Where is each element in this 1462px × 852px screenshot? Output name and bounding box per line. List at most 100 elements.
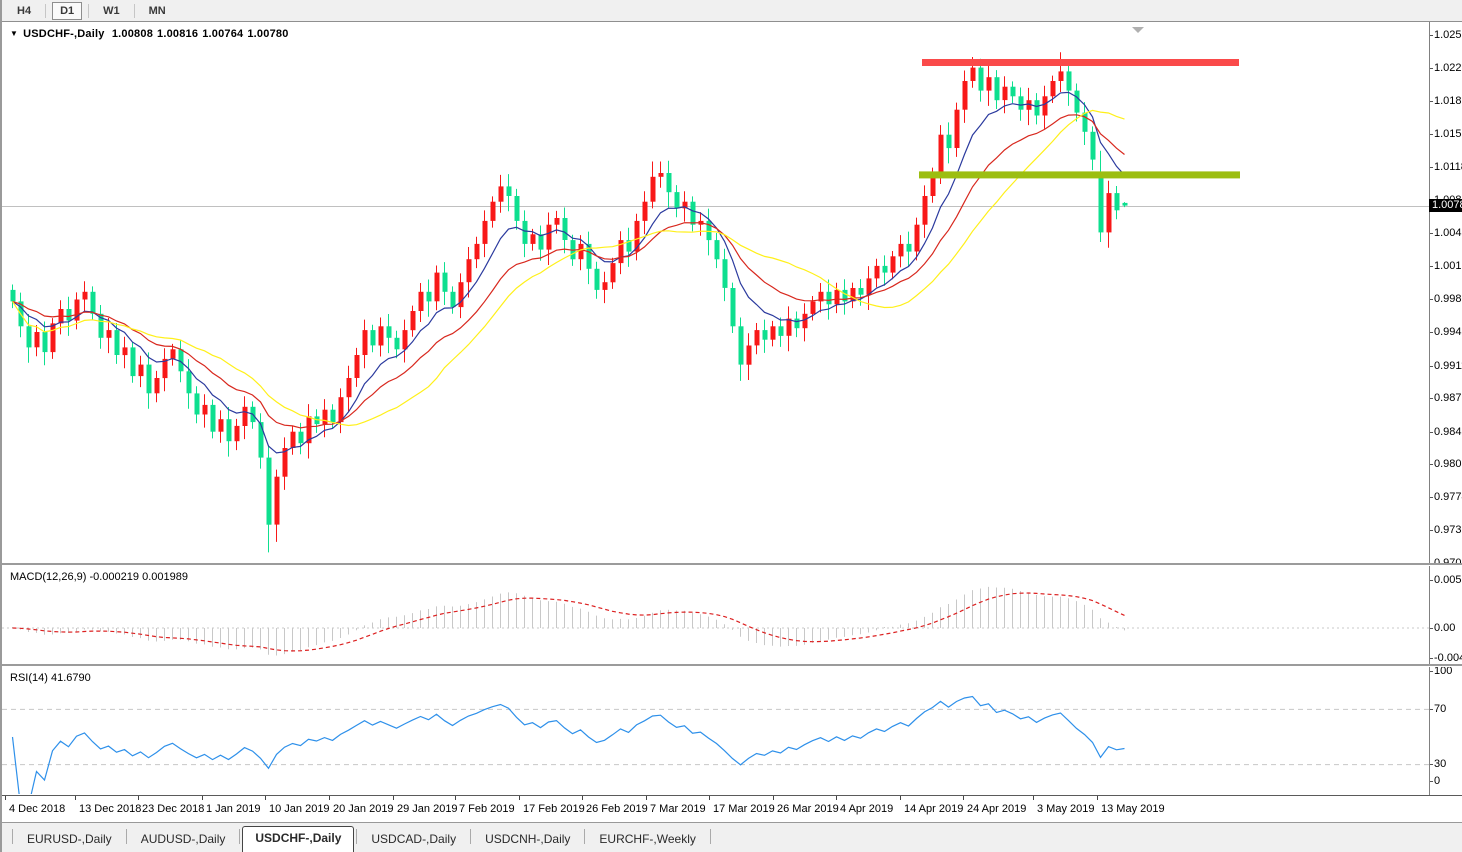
price-axis-label: 0.98080 <box>1434 458 1462 471</box>
time-axis-tick <box>836 796 837 800</box>
time-axis-label: 7 Mar 2019 <box>650 803 706 815</box>
price-axis-label: 0.97390 <box>1434 524 1462 537</box>
time-axis-tick <box>75 796 76 800</box>
price-axis-tick <box>1430 101 1433 103</box>
macd-axis-tick <box>1430 580 1433 581</box>
time-axis-label: 17 Mar 2019 <box>713 803 775 815</box>
price-chart-canvas[interactable] <box>2 24 1429 563</box>
timeframe-button-d1[interactable]: D1 <box>52 1 83 20</box>
price-axis-tick <box>1430 530 1433 532</box>
tab-separator <box>125 829 127 844</box>
price-axis-label: 0.98770 <box>1434 392 1462 405</box>
tab-audusd-daily[interactable]: AUDUSD-,Daily <box>140 832 226 846</box>
time-axis-tick <box>1097 796 1098 800</box>
price-axis-label: 1.01180 <box>1434 161 1462 174</box>
timeframe-button-h4[interactable]: H4 <box>17 4 32 17</box>
price-axis-label: 1.02220 <box>1434 61 1462 74</box>
price-axis-tick <box>1430 299 1433 301</box>
rsi-axis-label: 100 <box>1434 665 1453 677</box>
time-axis-tick <box>138 796 139 800</box>
time-axis-tick <box>455 796 456 800</box>
tab-usdcnh-daily[interactable]: USDCNH-,Daily <box>485 832 571 846</box>
rsi-axis-tick <box>1430 709 1433 710</box>
current-price-badge: 1.00780 <box>1429 199 1462 212</box>
time-axis-label: 29 Jan 2019 <box>397 803 458 815</box>
price-axis-tick <box>1430 332 1433 334</box>
price-axis-tick <box>1430 464 1433 466</box>
toolbar-separator <box>45 3 47 18</box>
time-axis-tick <box>709 796 710 800</box>
price-axis-tick <box>1430 398 1433 400</box>
price-axis-tick <box>1430 431 1433 433</box>
time-axis-tick <box>519 796 520 800</box>
panel-splitter[interactable] <box>2 563 1462 566</box>
time-axis-tick <box>202 796 203 800</box>
rsi-axis-label: 70 <box>1434 703 1447 715</box>
time-axis-label: 13 May 2019 <box>1101 803 1165 815</box>
price-axis-tick <box>1430 265 1433 267</box>
time-axis-label: 17 Feb 2019 <box>523 803 585 815</box>
macd-label: MACD(12,26,9) -0.000219 0.001989 <box>10 571 188 583</box>
tab-separator <box>470 829 472 844</box>
price-axis-tick <box>1430 496 1433 498</box>
time-axis-label: 7 Feb 2019 <box>459 803 515 815</box>
time-axis-label: 13 Dec 2018 <box>79 803 142 815</box>
time-axis-label: 26 Mar 2019 <box>777 803 839 815</box>
price-axis-label: 1.01530 <box>1434 127 1462 140</box>
rsi-panel-canvas[interactable] <box>2 667 1429 794</box>
macd-panel-canvas[interactable] <box>2 566 1429 662</box>
rsi-axis-tick <box>1430 764 1433 765</box>
price-axis-tick <box>1430 67 1433 69</box>
time-axis-label: 3 May 2019 <box>1037 803 1095 815</box>
tab-separator <box>12 829 13 844</box>
time-axis-tick <box>773 796 774 800</box>
chart-shift-marker[interactable] <box>1132 27 1144 33</box>
price-axis-label: 1.00490 <box>1434 227 1462 240</box>
time-axis-tick <box>393 796 394 800</box>
time-axis[interactable]: 4 Dec 2018 13 Dec 2018 23 Dec 2018 1 Jan 20… <box>2 795 1462 823</box>
panel-splitter[interactable] <box>2 664 1462 667</box>
price-axis-label: 1.01870 <box>1434 95 1462 108</box>
tab-separator <box>584 829 586 844</box>
timeframe-button-w1[interactable]: W1 <box>103 4 120 17</box>
price-axis-label: 0.99800 <box>1434 293 1462 306</box>
time-axis-label: 1 Jan 2019 <box>206 803 261 815</box>
time-axis-label: 23 Dec 2018 <box>142 803 205 815</box>
tab-eurchf-weekly[interactable]: EURCHF-,Weekly <box>599 832 696 846</box>
price-axis-tick <box>1430 35 1433 36</box>
time-axis-tick <box>646 796 647 800</box>
time-axis-label: 14 Apr 2019 <box>904 803 964 815</box>
time-axis-tick <box>963 796 964 800</box>
rsi-axis-label: 30 <box>1434 758 1447 770</box>
symbol-dropdown-arrow[interactable]: ▼ <box>10 29 19 38</box>
price-axis-divider <box>1429 22 1430 795</box>
price-axis-label: 0.97740 <box>1434 490 1462 503</box>
price-axis-tick <box>1430 233 1433 235</box>
price-axis-tick <box>1430 167 1433 169</box>
rsi-axis-tick <box>1430 671 1433 672</box>
tab-eurusd-daily[interactable]: EURUSD-,Daily <box>27 832 112 846</box>
time-axis-tick <box>582 796 583 800</box>
timeframe-button-mn[interactable]: MN <box>148 4 166 17</box>
time-axis-label: 10 Jan 2019 <box>269 803 330 815</box>
tab-separator <box>239 829 241 844</box>
support-line <box>919 171 1240 179</box>
timeframe-toolbar: H4 D1 W1 MN <box>2 0 1462 22</box>
price-axis-label: 0.98420 <box>1434 425 1462 438</box>
rsi-axis-label: 0 <box>1434 775 1441 787</box>
ohlc-high: 1.00816 <box>157 28 199 40</box>
macd-axis-label: 0.00 <box>1434 622 1456 634</box>
ohlc-low: 1.00764 <box>202 28 244 40</box>
macd-axis-label: 0.00597 <box>1434 574 1462 586</box>
time-axis-label: 26 Feb 2019 <box>586 803 648 815</box>
tab-usdcad-daily[interactable]: USDCAD-,Daily <box>371 832 457 846</box>
time-axis-tick <box>265 796 266 800</box>
macd-axis-tick <box>1430 658 1433 659</box>
time-axis-tick <box>329 796 330 800</box>
tab-usdchf-daily[interactable]: USDCHF-,Daily <box>242 826 355 852</box>
time-axis-label: 24 Apr 2019 <box>967 803 1027 815</box>
tab-separator <box>356 829 358 844</box>
price-axis-tick <box>1430 133 1433 135</box>
time-axis-tick <box>1033 796 1034 800</box>
